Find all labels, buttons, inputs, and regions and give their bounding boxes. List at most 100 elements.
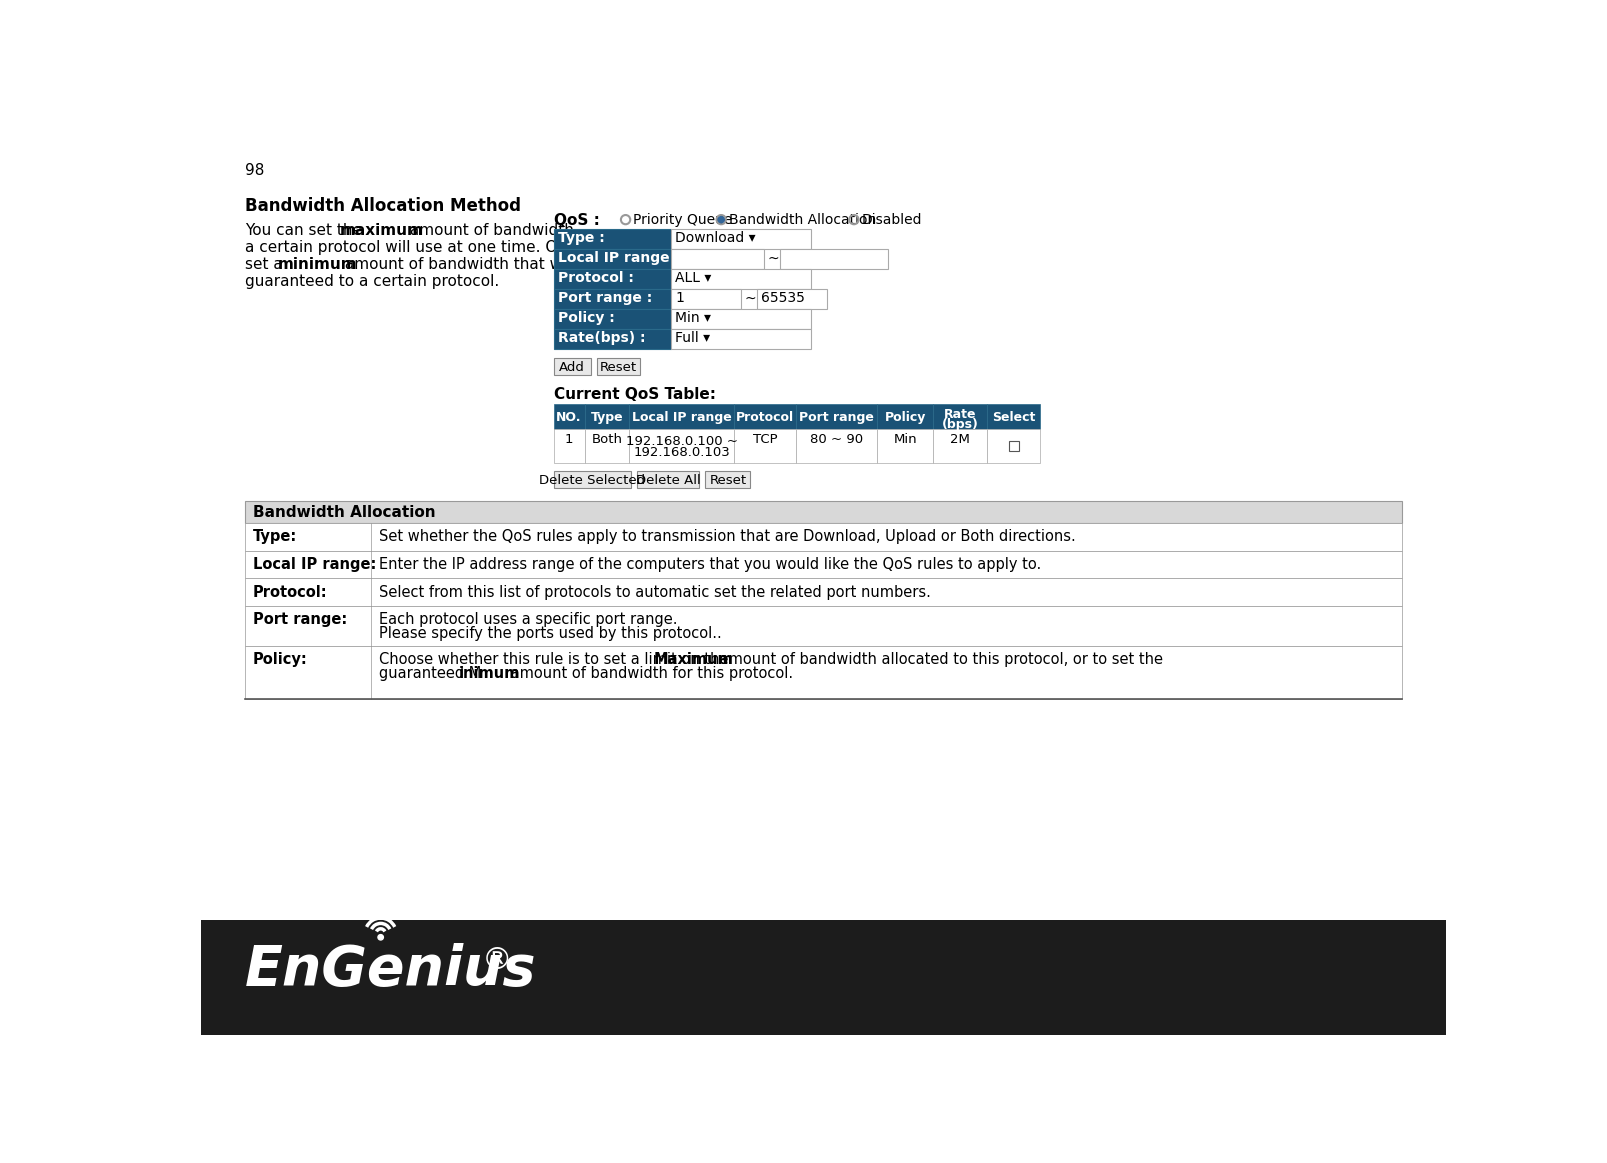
Bar — [705, 471, 750, 487]
Text: Delete Selected: Delete Selected — [540, 473, 646, 487]
Text: Type:: Type: — [252, 529, 297, 544]
Bar — [553, 288, 672, 309]
Bar — [244, 578, 1403, 606]
Text: Enter the IP address range of the computers that you would like the QoS rules to: Enter the IP address range of the comput… — [379, 557, 1041, 572]
Text: 192.168.0.100 ~: 192.168.0.100 ~ — [625, 435, 738, 448]
Text: Select: Select — [992, 412, 1035, 424]
Bar — [553, 358, 591, 376]
Text: guaranteed M: guaranteed M — [379, 666, 482, 682]
Text: Local IP range :: Local IP range : — [558, 251, 680, 265]
Text: (bps): (bps) — [942, 418, 979, 430]
Text: ALL ▾: ALL ▾ — [675, 271, 712, 285]
Text: 2M: 2M — [950, 434, 971, 447]
Bar — [553, 405, 585, 429]
Text: Reset: Reset — [599, 362, 636, 374]
Text: Min ▾: Min ▾ — [675, 312, 712, 326]
Text: Type :: Type : — [558, 231, 604, 245]
Text: Policy: Policy — [885, 412, 926, 424]
Bar — [672, 229, 812, 249]
Bar — [244, 523, 1403, 551]
Text: maximum: maximum — [339, 223, 423, 237]
Text: 65535: 65535 — [762, 291, 805, 305]
Bar — [757, 288, 828, 309]
Text: 192.168.0.103: 192.168.0.103 — [633, 447, 730, 459]
Text: Current QoS Table:: Current QoS Table: — [553, 387, 715, 402]
Bar — [795, 429, 877, 463]
Text: Add: Add — [559, 362, 585, 374]
Bar — [585, 405, 630, 429]
Bar — [553, 229, 672, 249]
Text: You can set the: You can set the — [244, 223, 366, 237]
Text: Port range :: Port range : — [558, 291, 652, 305]
Text: set a: set a — [244, 257, 288, 272]
Text: inimum: inimum — [458, 666, 519, 682]
Circle shape — [378, 935, 384, 940]
Text: 98: 98 — [244, 163, 265, 178]
Text: Reset: Reset — [709, 473, 746, 487]
Text: QoS :: QoS : — [553, 214, 599, 228]
Bar — [934, 429, 987, 463]
Bar — [672, 288, 741, 309]
Bar — [877, 405, 934, 429]
Text: Rate: Rate — [945, 408, 977, 421]
Bar — [934, 405, 987, 429]
Text: amount of bandwidth for this protocol.: amount of bandwidth for this protocol. — [506, 666, 794, 682]
Text: ~: ~ — [768, 251, 779, 265]
Bar — [585, 429, 630, 463]
Text: Both: Both — [591, 434, 622, 447]
Bar — [630, 429, 734, 463]
Bar — [734, 405, 795, 429]
Text: Priority Queue: Priority Queue — [633, 214, 733, 228]
Bar — [1009, 441, 1019, 451]
Text: Port range: Port range — [799, 412, 874, 424]
Bar — [987, 405, 1040, 429]
Text: 80 ~ 90: 80 ~ 90 — [810, 434, 863, 447]
Text: Min: Min — [893, 434, 918, 447]
Bar — [244, 551, 1403, 578]
Text: Please specify the ports used by this protocol..: Please specify the ports used by this pr… — [379, 626, 722, 641]
Text: NO.: NO. — [556, 412, 582, 424]
Bar — [553, 471, 632, 487]
Bar — [553, 269, 672, 288]
Bar — [244, 501, 1403, 523]
Text: a certain protocol will use at one time. Or you can: a certain protocol will use at one time.… — [244, 240, 628, 255]
Bar — [553, 329, 672, 349]
Text: amount of bandwidth: amount of bandwidth — [405, 223, 574, 237]
Bar — [201, 920, 1446, 1035]
Text: ~: ~ — [746, 291, 757, 305]
Bar — [244, 647, 1403, 699]
Text: guaranteed to a certain protocol.: guaranteed to a certain protocol. — [244, 273, 500, 288]
Text: EnGenius: EnGenius — [244, 943, 537, 997]
Text: Choose whether this rule is to set a limit on the: Choose whether this rule is to set a lim… — [379, 652, 733, 668]
Text: Local IP range: Local IP range — [632, 412, 731, 424]
Text: Local IP range:: Local IP range: — [252, 557, 376, 572]
Bar — [630, 405, 734, 429]
Text: Disabled: Disabled — [861, 214, 922, 228]
Bar — [553, 249, 672, 269]
Text: Each protocol uses a specific port range.: Each protocol uses a specific port range… — [379, 613, 678, 627]
Text: 1: 1 — [675, 291, 685, 305]
Circle shape — [718, 216, 725, 223]
Bar — [596, 358, 640, 376]
Bar — [553, 309, 672, 329]
Bar — [553, 429, 585, 463]
Text: Protocol: Protocol — [736, 412, 794, 424]
Text: Set whether the QoS rules apply to transmission that are Download, Upload or Bot: Set whether the QoS rules apply to trans… — [379, 529, 1075, 544]
Bar — [795, 405, 877, 429]
Bar — [672, 249, 765, 269]
Bar — [734, 429, 795, 463]
Text: Policy :: Policy : — [558, 312, 615, 326]
Bar — [779, 249, 889, 269]
Bar — [638, 471, 699, 487]
Text: 1: 1 — [564, 434, 574, 447]
Text: Bandwidth Allocation Method: Bandwidth Allocation Method — [244, 198, 521, 215]
Text: Protocol:: Protocol: — [252, 585, 328, 600]
Bar — [877, 429, 934, 463]
Text: amount of bandwidth allocated to this protocol, or to set the: amount of bandwidth allocated to this pr… — [715, 652, 1163, 668]
Bar — [672, 269, 812, 288]
Bar — [244, 606, 1403, 647]
Text: Type: Type — [591, 412, 624, 424]
Text: Bandwidth Allocation: Bandwidth Allocation — [252, 505, 435, 520]
Text: minimum: minimum — [278, 257, 358, 272]
Text: Policy:: Policy: — [252, 652, 307, 668]
